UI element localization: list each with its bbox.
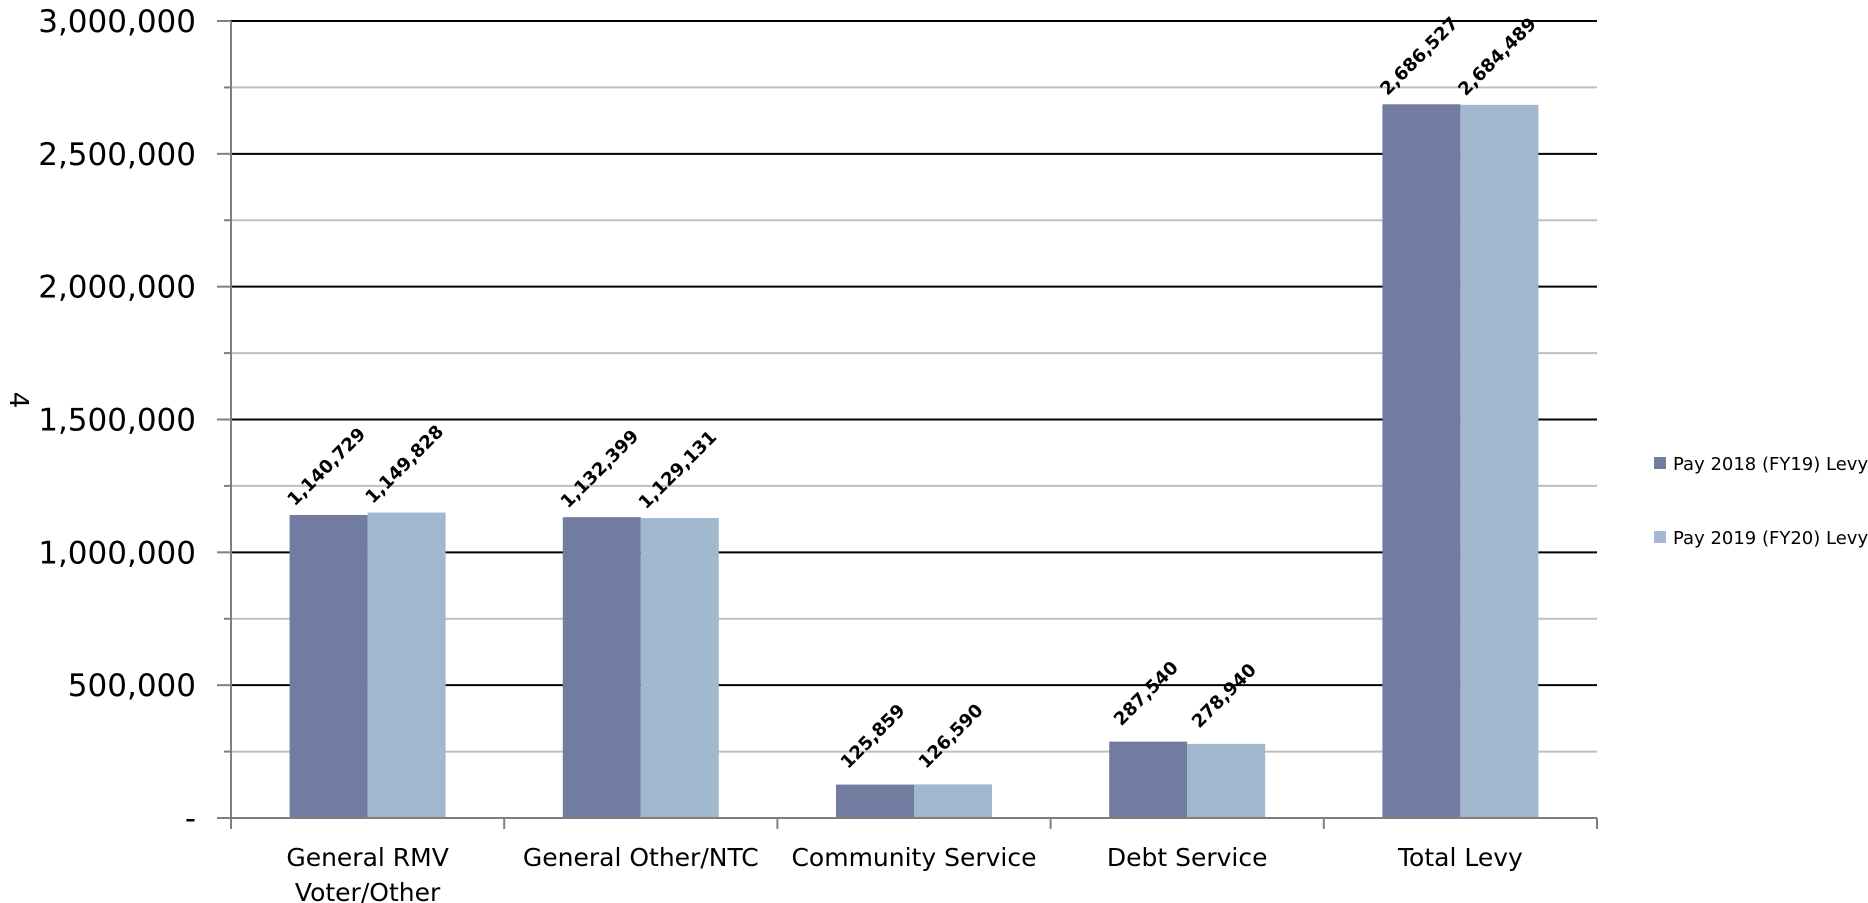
data-label: 1,129,131 [635,427,722,514]
bar [914,784,992,818]
y-tick-label: 3,000,000 [38,4,196,40]
bar [289,514,368,818]
y-tick-label: 2,000,000 [38,270,196,306]
bar [562,517,641,818]
bar [640,518,719,818]
x-category-label: Community Service [791,843,1036,872]
bar [1382,104,1461,819]
data-label: 1,140,729 [283,424,370,511]
y-tick-label: - [185,801,196,837]
legend-label: Pay 2019 (FY20) Levy [1673,528,1868,549]
y-tick-label: 1,500,000 [38,403,196,439]
y-axis-label: 4 [3,392,33,409]
x-category-label: General Other/NTC [523,843,759,872]
bar [836,784,914,818]
data-label: 125,859 [837,700,910,773]
data-label: 1,132,399 [557,426,644,513]
data-label: 126,590 [915,700,988,773]
legend-swatch [1654,457,1666,469]
legend: Pay 2018 (FY19) Levy Pay 2019 (FY20) Levy [1654,454,1868,549]
y-tick-label: 1,000,000 [38,535,196,571]
y-tick-label: 2,500,000 [38,137,196,173]
x-category-label: Voter/Other [295,878,441,903]
data-label: 1,149,828 [361,421,448,508]
y-tick-label: 500,000 [68,668,196,704]
data-label: 278,940 [1188,660,1261,733]
gridlines [231,20,1597,753]
bar [1109,741,1188,818]
bar [1187,743,1266,818]
bars [289,104,1539,819]
y-tick-labels: - 500,000 1,000,000 1,500,000 2,000,000 2,500… [38,4,196,837]
x-category-labels: General RMV Voter/Other General Other/NTC C… [286,843,1523,903]
bar [1460,104,1539,819]
bar [367,512,446,818]
legend-label: Pay 2018 (FY19) Levy [1673,454,1868,475]
x-category-label: Total Levy [1397,843,1523,872]
axes [217,20,1598,829]
x-category-label: Debt Service [1107,843,1268,872]
data-label: 287,540 [1110,657,1183,730]
legend-swatch [1654,531,1666,543]
x-category-label: General RMV [286,843,449,872]
